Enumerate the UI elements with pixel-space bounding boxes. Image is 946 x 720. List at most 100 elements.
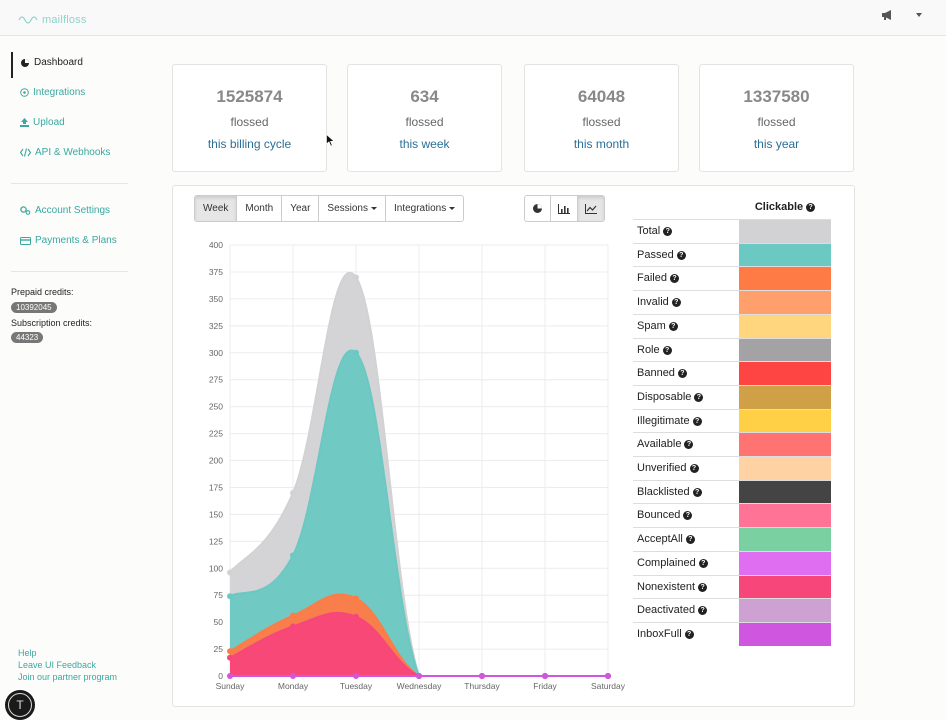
top-bar: mailfloss (0, 0, 946, 36)
sidebar-item-upload[interactable]: Upload (20, 117, 65, 128)
question-icon[interactable]: ? (669, 274, 679, 284)
question-icon[interactable]: ? (671, 298, 681, 308)
legend-label-text: Invalid (637, 296, 669, 309)
stat-period-link[interactable]: this week (399, 137, 450, 151)
sidebar-item-integrations[interactable]: Integrations (20, 87, 85, 98)
question-icon[interactable]: ? (694, 392, 704, 402)
sidebar-item-dashboard[interactable]: Dashboard (20, 57, 83, 68)
x-tick-label: Tuesday (340, 681, 373, 691)
legend-row-bounced[interactable]: Bounced? (633, 503, 831, 528)
sessions-label: Sessions (327, 203, 368, 214)
pie-chart-button[interactable] (525, 196, 551, 221)
legend-swatch[interactable] (739, 457, 831, 480)
legend-row-nonexistent[interactable]: Nonexistent? (633, 574, 831, 599)
legend-swatch[interactable] (739, 504, 831, 528)
legend-label-text: Deactivated (637, 604, 696, 617)
sidebar-item-api-webhooks[interactable]: API & Webhooks (20, 147, 110, 158)
y-tick-label: 325 (209, 321, 223, 331)
legend-swatch[interactable] (739, 314, 831, 338)
question-icon[interactable]: ? (684, 629, 694, 639)
sidebar-item-label: Dashboard (34, 57, 83, 68)
legend-row-disposable[interactable]: Disposable? (633, 384, 831, 409)
legend-row-blacklisted[interactable]: Blacklisted? (633, 479, 831, 504)
question-icon[interactable]: ? (806, 203, 816, 212)
integrations-dropdown[interactable]: Integrations (386, 196, 463, 221)
question-icon[interactable]: ? (677, 369, 687, 379)
legend-swatch[interactable] (739, 267, 831, 291)
question-icon[interactable]: ? (692, 487, 702, 497)
sidebar-item-account-settings[interactable]: Account Settings (20, 205, 110, 216)
series-area-nonexistent (230, 612, 608, 676)
bar-chart-button[interactable] (551, 196, 578, 221)
question-icon[interactable]: ? (668, 321, 678, 331)
legend-swatch[interactable] (739, 622, 831, 646)
legend-row-total[interactable]: Total? (633, 219, 831, 243)
partner-program-link[interactable]: Join our partner program (18, 672, 118, 682)
legend-swatch[interactable] (739, 291, 831, 315)
sessions-dropdown[interactable]: Sessions (319, 196, 386, 221)
question-icon[interactable]: ? (684, 440, 694, 450)
legend-swatch[interactable] (739, 220, 831, 243)
legend-label: Banned? (637, 367, 687, 379)
line-chart-button[interactable] (578, 196, 604, 221)
stat-period-link[interactable]: this month (573, 137, 630, 151)
legend-swatch[interactable] (739, 551, 831, 575)
legend-row-spam[interactable]: Spam? (633, 313, 831, 338)
legend-row-deactivated[interactable]: Deactivated? (633, 598, 831, 623)
x-tick-label: Monday (278, 681, 309, 691)
legend-row-invalid[interactable]: Invalid? (633, 290, 831, 315)
month-button[interactable]: Month (237, 196, 283, 221)
sidebar-item-label: API & Webhooks (35, 147, 111, 158)
legend-label-text: Illegitimate (637, 414, 690, 427)
legend-swatch[interactable] (739, 480, 831, 504)
question-icon[interactable]: ? (689, 464, 699, 473)
legend-row-acceptall[interactable]: AcceptAll? (633, 527, 831, 552)
legend-label: Deactivated? (637, 604, 708, 617)
legend-swatch[interactable] (739, 528, 831, 552)
question-icon[interactable]: ? (662, 345, 672, 355)
data-point (290, 552, 296, 559)
legend-row-available[interactable]: Available? (633, 432, 831, 457)
legend-row-unverified[interactable]: Unverified? (633, 456, 831, 480)
question-icon[interactable]: ? (663, 227, 673, 236)
week-button[interactable]: Week (195, 196, 238, 221)
year-button[interactable]: Year (282, 196, 320, 221)
legend-swatch[interactable] (739, 362, 831, 386)
legend-swatch[interactable] (739, 409, 831, 433)
avatar[interactable]: T (5, 690, 35, 720)
legend-swatch[interactable] (739, 599, 831, 623)
megaphone-icon[interactable] (881, 9, 894, 24)
question-icon[interactable]: ? (692, 416, 702, 426)
area-chart: 0 25 50 75 100 125 150 175 200 225 250 275 300 325 350… (209, 240, 626, 691)
question-icon[interactable]: ? (698, 558, 708, 568)
legend-row-role[interactable]: Role? (633, 337, 831, 362)
legend-row-banned[interactable]: Banned? (633, 361, 831, 386)
logo[interactable]: mailfloss (18, 14, 87, 26)
question-icon[interactable]: ? (698, 582, 708, 592)
stat-period-link[interactable]: this year (753, 137, 800, 151)
legend-swatch[interactable] (739, 433, 831, 457)
legend-swatch[interactable] (739, 243, 831, 267)
sidebar-item-payments-plans[interactable]: Payments & Plans (20, 235, 117, 246)
legend-label-text: Passed (637, 248, 674, 261)
legend-row-passed[interactable]: Passed? (633, 242, 831, 267)
legend-swatch[interactable] (739, 385, 831, 409)
question-icon[interactable]: ? (683, 511, 693, 521)
subscription-credits-label: Subscription credits: (11, 318, 93, 328)
feedback-link[interactable]: Leave UI Feedback (18, 660, 97, 670)
legend-swatch[interactable] (739, 338, 831, 362)
legend-swatch[interactable] (739, 575, 831, 599)
legend-row-failed[interactable]: Failed? (633, 266, 831, 291)
legend-row-inboxfull[interactable]: InboxFull? (633, 621, 831, 646)
y-tick-label: 150 (209, 509, 223, 519)
user-menu-caret-icon[interactable] (916, 13, 922, 17)
question-icon[interactable]: ? (685, 535, 695, 545)
legend-row-complained[interactable]: Complained? (633, 550, 831, 575)
data-point (353, 349, 359, 356)
subscription-credits-badge: 44323 (11, 332, 44, 343)
stat-period-link[interactable]: this billing cycle (207, 137, 292, 151)
legend-row-illegitimate[interactable]: Illegitimate? (633, 408, 831, 433)
question-icon[interactable]: ? (676, 250, 686, 260)
help-link[interactable]: Help (18, 648, 37, 658)
question-icon[interactable]: ? (698, 606, 708, 616)
